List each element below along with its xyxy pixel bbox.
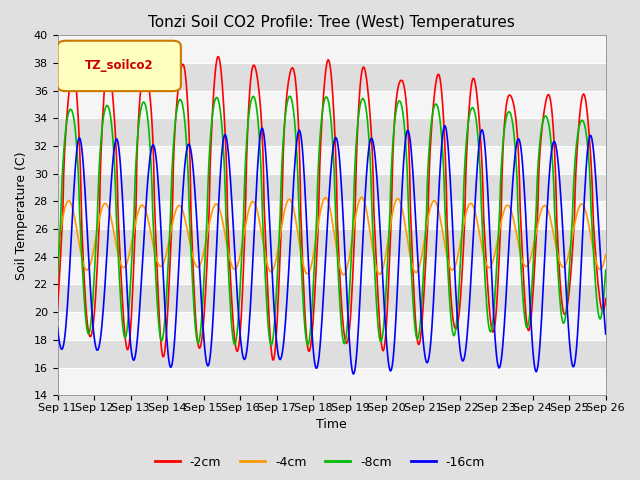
Bar	[58, 312, 605, 340]
Bar	[58, 202, 605, 229]
Bar	[58, 340, 605, 368]
Bar	[58, 146, 605, 174]
Text: TZ_soilco2: TZ_soilco2	[85, 60, 154, 72]
Bar	[58, 257, 605, 285]
Bar	[58, 174, 605, 202]
Bar	[58, 119, 605, 146]
Title: Tonzi Soil CO2 Profile: Tree (West) Temperatures: Tonzi Soil CO2 Profile: Tree (West) Temp…	[148, 15, 515, 30]
Bar	[58, 91, 605, 119]
Bar	[58, 285, 605, 312]
Bar	[58, 63, 605, 91]
Y-axis label: Soil Temperature (C): Soil Temperature (C)	[15, 151, 28, 279]
FancyBboxPatch shape	[58, 41, 181, 91]
Bar	[58, 368, 605, 395]
Bar	[58, 36, 605, 63]
X-axis label: Time: Time	[316, 419, 347, 432]
Bar	[58, 229, 605, 257]
Legend: -2cm, -4cm, -8cm, -16cm: -2cm, -4cm, -8cm, -16cm	[150, 451, 490, 474]
